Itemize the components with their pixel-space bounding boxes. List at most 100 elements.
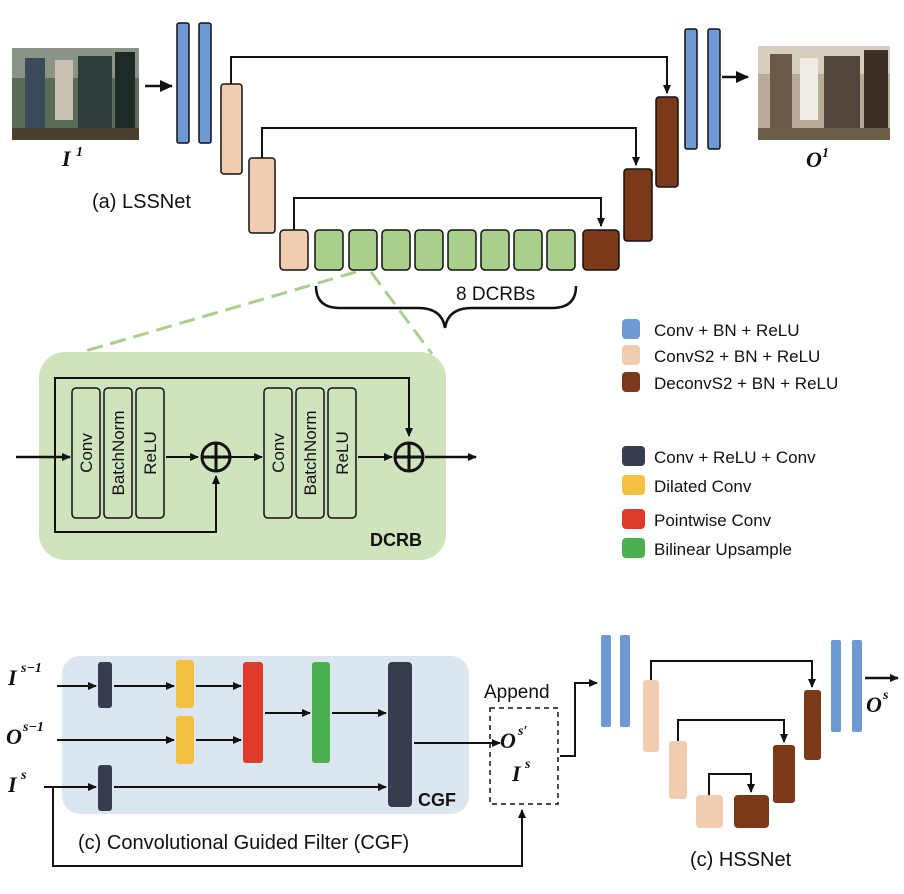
dcrb-layer-label: Conv	[269, 433, 288, 473]
hssnet-caption: (c) HSSNet	[690, 849, 792, 871]
dilated-conv-block	[176, 660, 194, 708]
residual-connection	[54, 377, 413, 457]
lssnet-section: I 1	[12, 22, 890, 355]
conv-block	[601, 635, 611, 727]
dcrb-block	[381, 229, 411, 271]
dcrb-layer-label: BatchNorm	[109, 410, 128, 495]
append-in-base: I	[511, 761, 522, 786]
cgf-input-label-base: I	[7, 772, 18, 797]
cgf-input-label-sup: s−1	[20, 661, 42, 676]
legend-label: Conv + BN + ReLU	[654, 321, 800, 340]
append-out-sup: s′	[517, 724, 527, 739]
cgf-section: I s−1 O s−1 I s CGF (c) Convolutional Gu…	[6, 656, 598, 867]
dcrb-layer-box	[327, 387, 357, 519]
legend: Conv + BN + ReLU ConvS2 + BN + ReLU Deco…	[622, 319, 838, 559]
append-out-base: O	[500, 728, 516, 753]
conv-relu-conv-block	[98, 662, 112, 708]
legend-label: DeconvS2 + BN + ReLU	[654, 374, 838, 393]
dcrb-count-label: 8 DCRBs	[456, 284, 535, 305]
dcrb-chain	[314, 229, 576, 271]
conv-block	[198, 22, 212, 144]
append-in-sup: s	[524, 757, 531, 772]
conv-block	[176, 22, 190, 144]
pointwise-conv-block	[243, 662, 263, 763]
legend-swatch	[622, 446, 645, 466]
legend-label: Dilated Conv	[654, 477, 752, 496]
legend-label: Pointwise Conv	[654, 511, 772, 530]
zoom-line	[81, 270, 357, 354]
convs2-block	[696, 795, 723, 828]
cgf-input-label-sup: s	[20, 768, 27, 783]
cgf-input-label-base: I	[7, 665, 18, 690]
skip-connection	[261, 127, 640, 166]
output-photo	[758, 46, 890, 140]
dcrb-title: DCRB	[370, 530, 422, 550]
dcrb-block	[447, 229, 477, 271]
cgf-input-label-base: O	[6, 724, 22, 749]
dcrb-block	[513, 229, 543, 271]
dcrb-layer-box	[263, 387, 293, 519]
conv-block	[707, 28, 721, 150]
hssnet-output-sup: s	[882, 688, 889, 703]
output-label-base: O	[806, 147, 822, 172]
skip-connection	[677, 719, 788, 743]
dcrb-brace	[314, 285, 578, 329]
bypass-connection	[52, 787, 526, 867]
conv-block	[620, 635, 630, 727]
legend-swatch	[622, 319, 640, 339]
input-photo	[12, 48, 139, 140]
legend-label: Conv + ReLU + Conv	[654, 448, 816, 467]
residual-connection	[54, 457, 220, 533]
legend-swatch	[622, 372, 640, 392]
dcrb-layer-box	[295, 387, 325, 519]
dcrb-block	[348, 229, 378, 271]
conv-relu-conv-block	[98, 765, 112, 811]
legend-label: ConvS2 + BN + ReLU	[654, 347, 820, 366]
dcrb-block	[480, 229, 510, 271]
convs2-block	[279, 229, 309, 271]
sum-icon	[393, 441, 425, 473]
deconvs2-block	[734, 795, 769, 828]
cgf-caption: (c) Convolutional Guided Filter (CGF)	[78, 832, 409, 854]
lssnet-caption: (a) LSSNet	[92, 191, 191, 213]
conv-block	[831, 640, 841, 732]
legend-swatch	[622, 345, 640, 365]
dcrb-layer-label: ReLU	[141, 431, 160, 474]
conv-block	[852, 640, 862, 732]
append-label: Append	[484, 682, 550, 703]
deconvs2-block	[623, 168, 653, 242]
convs2-block	[669, 741, 687, 799]
zoom-line	[369, 271, 434, 355]
deconvs2-block	[773, 745, 795, 803]
dcrb-block	[314, 229, 344, 271]
dcrb-layer-box	[103, 387, 133, 519]
convs2-block	[643, 680, 659, 752]
sum-icon	[200, 441, 232, 473]
dcrb-block	[414, 229, 444, 271]
dcrb-layer-box	[135, 387, 165, 519]
skip-connection	[708, 773, 755, 795]
deconvs2-block	[655, 96, 679, 188]
deconvs2-block	[582, 229, 620, 271]
bilinear-upsample-block	[312, 662, 330, 763]
dcrb-layer-box	[71, 387, 101, 519]
dilated-conv-block	[176, 716, 194, 764]
output-label-sup: 1	[822, 146, 829, 161]
append-output-arrow	[560, 679, 598, 757]
cgf-background	[62, 656, 469, 814]
legend-swatch	[622, 538, 645, 558]
dcrb-layer-label: Conv	[77, 433, 96, 473]
conv-relu-conv-block	[388, 662, 412, 807]
skip-connection	[650, 660, 816, 688]
input-label-base: I	[61, 146, 72, 171]
input-label-sup: 1	[76, 145, 83, 160]
legend-swatch	[622, 475, 645, 495]
dcrb-block	[546, 229, 576, 271]
hssnet-output-base: O	[866, 692, 882, 717]
skip-connection	[230, 56, 671, 94]
dcrb-detail: Conv BatchNorm ReLU Conv BatchNorm ReLU …	[16, 352, 477, 560]
cgf-input-label-sup: s−1	[22, 720, 44, 735]
legend-label: Bilinear Upsample	[654, 540, 792, 559]
cgf-tag: CGF	[418, 790, 456, 810]
